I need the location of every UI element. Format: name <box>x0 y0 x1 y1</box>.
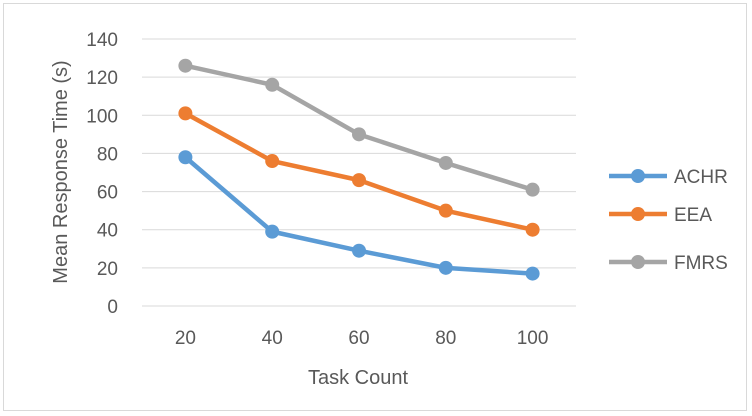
x-tick-label: 20 <box>175 328 196 349</box>
legend-label: ACHR <box>674 167 728 188</box>
data-point <box>525 266 540 281</box>
series-achr <box>178 150 540 281</box>
data-point <box>265 154 280 169</box>
y-tick-label: 20 <box>97 259 118 280</box>
data-point <box>352 173 366 188</box>
legend-item-fmrs: FMRS <box>609 253 728 274</box>
legend-marker <box>631 255 645 269</box>
gridlines <box>142 38 576 307</box>
series-fmrs <box>178 58 540 197</box>
y-tick-label: 80 <box>97 144 118 165</box>
legend-label: EEA <box>674 205 712 226</box>
chart-frame <box>3 3 747 411</box>
x-tick-label: 100 <box>517 328 549 349</box>
x-tick-label: 80 <box>435 328 456 349</box>
legend-item-eea: EEA <box>609 205 712 226</box>
data-point <box>178 150 193 165</box>
legend-marker <box>631 207 645 221</box>
x-tick-label: 60 <box>348 328 369 349</box>
data-point <box>178 58 193 73</box>
y-tick-label: 100 <box>86 106 118 127</box>
y-tick-label: 60 <box>97 183 118 204</box>
x-axis-title: Task Count <box>308 367 408 389</box>
data-point <box>352 243 366 258</box>
x-tick-label: 40 <box>262 328 283 349</box>
y-axis-ticks: 0 20 40 60 80 100 120 140 <box>86 30 118 318</box>
data-point <box>438 155 453 170</box>
data-point <box>438 203 453 218</box>
series-eea <box>178 106 540 237</box>
series-layer <box>178 58 540 281</box>
data-point <box>352 127 366 142</box>
data-point <box>178 106 193 121</box>
y-axis-title: Mean Response Time (s) <box>50 60 72 283</box>
legend-label: FMRS <box>674 253 728 274</box>
y-tick-label: 0 <box>107 297 118 318</box>
data-point <box>438 260 453 275</box>
y-tick-label: 40 <box>97 221 118 242</box>
data-point <box>265 77 280 92</box>
x-axis-ticks: 20 40 60 80 100 <box>175 328 549 349</box>
data-point <box>525 182 540 197</box>
legend: ACHR EEA FMRS <box>609 167 728 274</box>
y-tick-label: 120 <box>86 68 118 89</box>
legend-item-achr: ACHR <box>609 167 728 188</box>
y-tick-label: 140 <box>86 30 118 51</box>
data-point <box>265 224 280 239</box>
data-point <box>525 222 540 237</box>
legend-marker <box>631 169 645 183</box>
